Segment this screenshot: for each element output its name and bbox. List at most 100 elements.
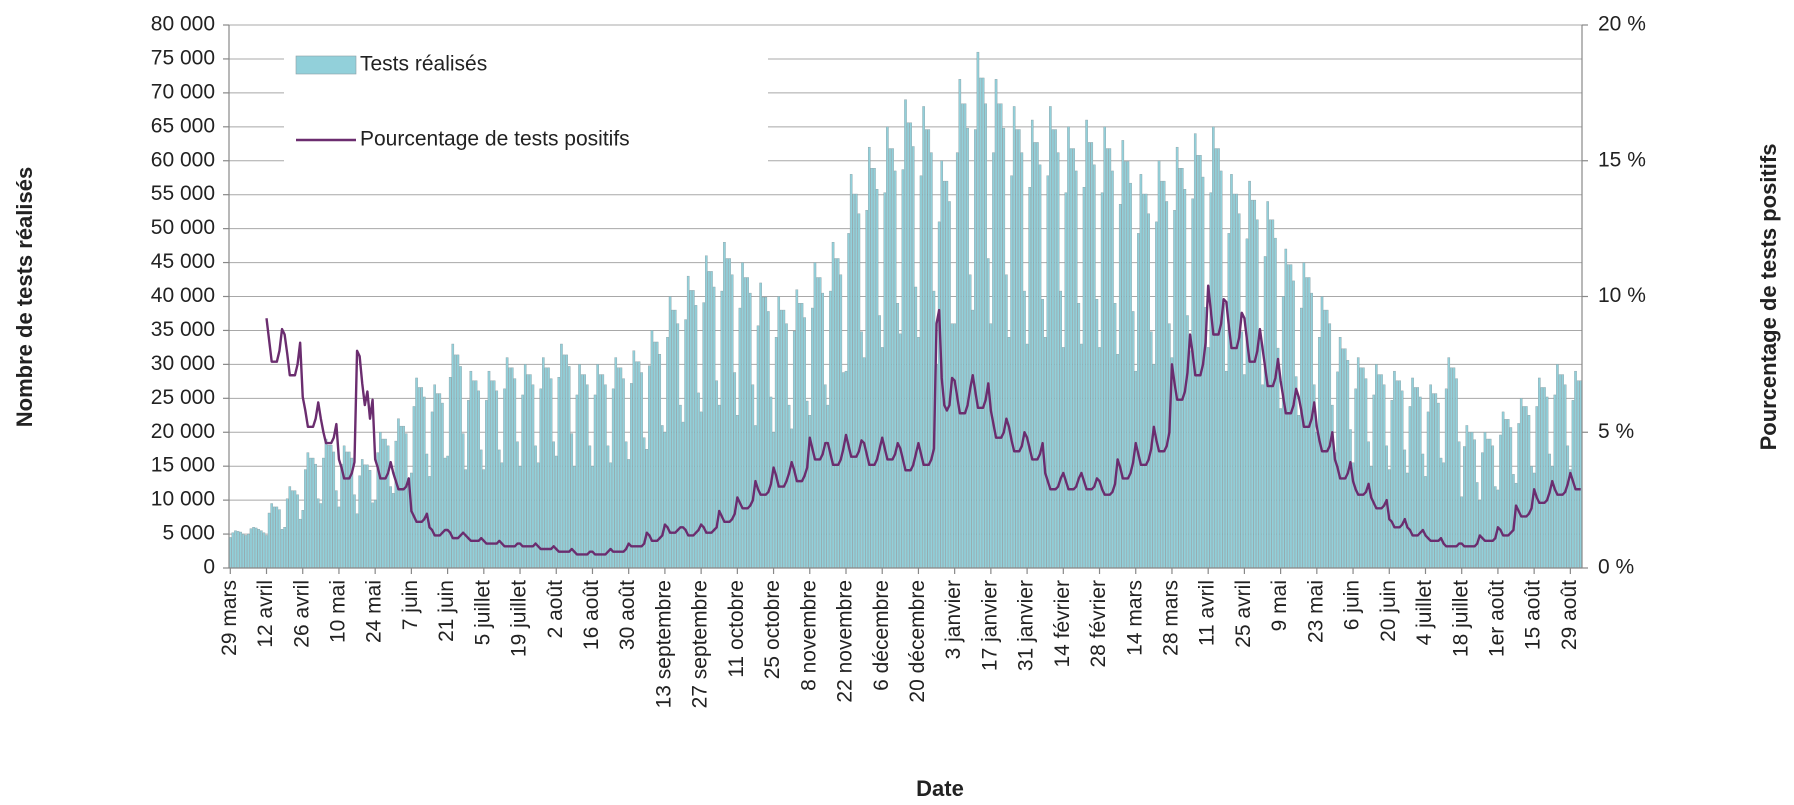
bar xyxy=(319,503,323,569)
bar xyxy=(689,290,693,569)
bar xyxy=(1080,343,1083,569)
bar xyxy=(611,388,615,569)
bar xyxy=(715,380,718,569)
bar xyxy=(371,502,374,569)
bar xyxy=(767,311,770,569)
bar xyxy=(1540,387,1544,569)
bar xyxy=(873,168,876,569)
bar xyxy=(272,506,276,569)
bar xyxy=(1199,155,1202,569)
bar xyxy=(782,309,786,569)
bar xyxy=(1468,432,1471,569)
bar xyxy=(420,387,424,569)
bar xyxy=(1574,370,1577,569)
bar xyxy=(1129,182,1132,569)
bar xyxy=(1569,469,1572,569)
bar xyxy=(487,370,491,569)
bar xyxy=(1263,256,1267,569)
bar xyxy=(1532,472,1536,569)
bar xyxy=(1131,311,1135,569)
bar xyxy=(880,347,884,569)
bar xyxy=(1196,155,1200,569)
bar xyxy=(1338,337,1342,569)
bar xyxy=(743,277,747,569)
bar xyxy=(296,494,299,569)
bar xyxy=(1478,499,1482,569)
bar xyxy=(1297,415,1301,569)
x-tick-label: 6 juin xyxy=(1341,580,1364,630)
bar xyxy=(816,277,819,569)
bar xyxy=(1522,406,1526,569)
bar xyxy=(1276,347,1280,569)
bar xyxy=(1007,337,1011,569)
bar xyxy=(963,103,967,569)
y-tick-label: 45 000 xyxy=(151,250,215,273)
x-tick-label: 1er août xyxy=(1485,580,1508,657)
bar xyxy=(943,180,946,569)
bar xyxy=(1020,152,1024,569)
x-tick-label: 28 février xyxy=(1087,580,1110,668)
bar xyxy=(1023,290,1026,569)
bar xyxy=(1142,193,1145,569)
bar xyxy=(981,77,985,569)
bar xyxy=(1525,406,1528,569)
bar xyxy=(1561,374,1564,569)
bar xyxy=(562,354,566,569)
bar xyxy=(1475,482,1479,569)
bar xyxy=(976,51,980,569)
bar xyxy=(505,357,509,569)
bar xyxy=(1155,221,1158,569)
bar xyxy=(1082,187,1086,569)
bar xyxy=(805,400,809,569)
bar xyxy=(986,258,990,569)
bar xyxy=(1100,192,1104,569)
bar xyxy=(1162,180,1166,569)
y-tick-label: 40 000 xyxy=(151,284,215,307)
bar xyxy=(1002,127,1006,569)
y2-tick-label: 0 % xyxy=(1598,556,1634,579)
x-tick-label: 19 juillet xyxy=(508,580,531,657)
bar xyxy=(798,303,801,569)
bar xyxy=(1506,419,1510,569)
bar xyxy=(588,445,592,569)
x-tick-label: 22 novembre xyxy=(834,580,857,703)
bar xyxy=(542,357,545,569)
bar xyxy=(609,462,612,569)
bar xyxy=(836,258,840,569)
bar xyxy=(1310,292,1313,569)
bar xyxy=(1134,370,1138,569)
bar xyxy=(1411,377,1414,569)
bar xyxy=(785,323,788,569)
bar xyxy=(1049,106,1052,569)
bar xyxy=(852,193,856,569)
bar xyxy=(1395,380,1399,569)
bar xyxy=(917,337,920,569)
bar xyxy=(1214,148,1218,569)
bar xyxy=(707,271,711,569)
bar xyxy=(1447,357,1451,569)
bar xyxy=(1556,364,1559,569)
bar xyxy=(1499,434,1502,569)
bar xyxy=(291,490,294,569)
bar xyxy=(1051,129,1055,569)
bar xyxy=(391,493,395,569)
bar xyxy=(260,530,263,569)
bar xyxy=(1193,133,1197,569)
bar xyxy=(373,499,377,569)
bar xyxy=(1463,446,1466,569)
bar xyxy=(596,364,599,569)
bar xyxy=(699,411,703,569)
bar xyxy=(244,535,248,569)
bar xyxy=(1519,398,1523,569)
bar xyxy=(270,503,273,569)
bar xyxy=(1382,384,1386,569)
bar xyxy=(720,290,724,569)
bar xyxy=(1240,331,1244,569)
bar xyxy=(1038,164,1042,569)
bar xyxy=(575,394,579,569)
y-tick-label: 75 000 xyxy=(151,46,215,69)
bar xyxy=(430,411,434,569)
bar xyxy=(239,531,242,569)
bar xyxy=(1403,449,1407,569)
x-tick-label: 15 août xyxy=(1522,580,1545,650)
